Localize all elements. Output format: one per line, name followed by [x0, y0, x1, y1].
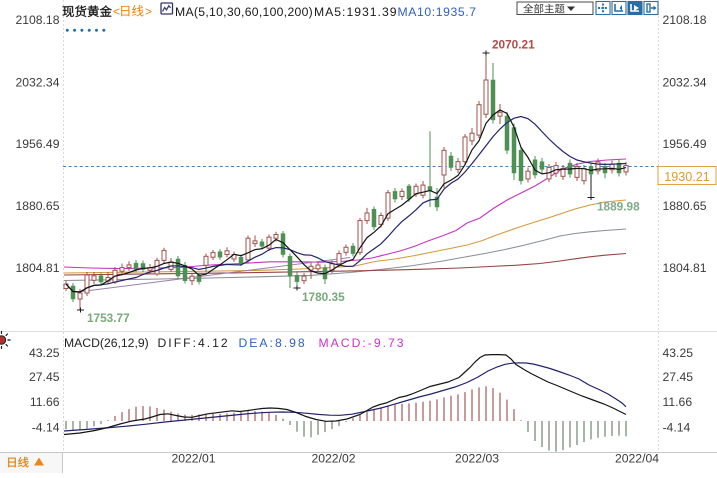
svg-text:2032.34: 2032.34	[15, 76, 59, 90]
svg-text:1753.77: 1753.77	[87, 311, 130, 325]
svg-text:MA(5,10,30,60,100,200): MA(5,10,30,60,100,200)	[175, 5, 313, 19]
svg-text:<: <	[113, 5, 120, 19]
svg-text:1880.65: 1880.65	[15, 199, 59, 213]
svg-text:DIFF:4.12: DIFF:4.12	[158, 336, 230, 350]
svg-text:MACD(26,12,9): MACD(26,12,9)	[64, 336, 149, 350]
svg-text:2032.34: 2032.34	[663, 76, 707, 90]
svg-text:1880.65: 1880.65	[663, 199, 707, 213]
svg-text:2022/03: 2022/03	[455, 451, 499, 465]
svg-text:>: >	[145, 5, 152, 19]
svg-text:-4.14: -4.14	[32, 421, 60, 435]
svg-text:MA10:1935.7: MA10:1935.7	[398, 5, 477, 19]
svg-text:2108.18: 2108.18	[15, 13, 59, 27]
svg-text:1889.98: 1889.98	[597, 200, 640, 214]
svg-text:2022/02: 2022/02	[311, 451, 355, 465]
svg-text:1930.21: 1930.21	[664, 170, 710, 184]
svg-text:11.66: 11.66	[30, 395, 60, 409]
svg-text:27.45: 27.45	[29, 370, 60, 384]
svg-text:1804.81: 1804.81	[15, 261, 59, 275]
svg-text:1956.49: 1956.49	[15, 137, 59, 151]
svg-text:DEA:8.98: DEA:8.98	[239, 336, 307, 350]
svg-text:11.66: 11.66	[663, 395, 693, 409]
svg-text:1804.81: 1804.81	[663, 261, 707, 275]
svg-text:43.25: 43.25	[663, 346, 694, 360]
svg-text:MA5:1931.39: MA5:1931.39	[314, 5, 398, 19]
svg-text:1956.49: 1956.49	[663, 137, 707, 151]
svg-text:43.25: 43.25	[29, 346, 60, 360]
svg-text:2022/01: 2022/01	[171, 451, 215, 465]
svg-text:-4.14: -4.14	[663, 421, 691, 435]
svg-text:27.45: 27.45	[663, 370, 694, 384]
svg-text:1780.35: 1780.35	[302, 290, 345, 304]
svg-text:2108.18: 2108.18	[663, 13, 707, 27]
svg-text:2070.21: 2070.21	[492, 38, 535, 52]
svg-text:MACD:-9.73: MACD:-9.73	[319, 336, 406, 350]
svg-text:2022/04: 2022/04	[615, 451, 659, 465]
